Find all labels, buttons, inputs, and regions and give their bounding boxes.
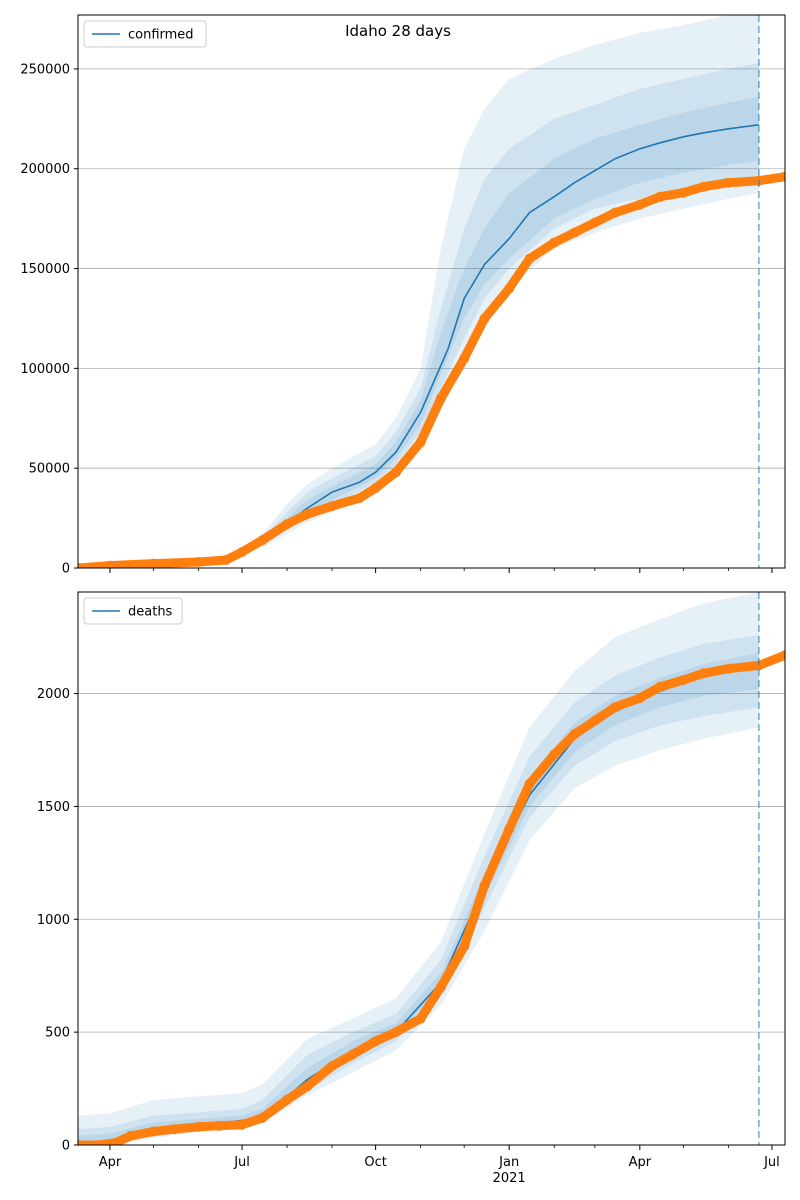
observed-point (479, 313, 490, 324)
observed-point (610, 702, 621, 713)
observed-point (370, 1036, 381, 1047)
y-tick-label: 100000 (20, 362, 70, 377)
observed-point (435, 982, 446, 992)
observed-point (723, 663, 734, 674)
figure-title: Idaho 28 days (345, 22, 451, 40)
x-tick-label: Apr (629, 1155, 652, 1170)
observed-point (148, 558, 159, 568)
observed-point (257, 1112, 268, 1123)
observed-point (634, 693, 645, 704)
observed-point (524, 253, 535, 264)
y-tick-label: 0 (62, 1139, 70, 1154)
observed-point (125, 1131, 136, 1141)
legend: deaths (83, 597, 183, 625)
observed-point (504, 283, 515, 294)
y-tick-label: 1500 (37, 800, 70, 815)
observed-point (282, 519, 293, 530)
observed-point (347, 1049, 358, 1060)
observed-point (655, 681, 666, 692)
observed-point (221, 555, 232, 565)
y-tick-label: 200000 (20, 162, 70, 177)
observed-point (193, 1121, 204, 1132)
x-tick-label: Jul (233, 1155, 250, 1170)
deaths-panel: 0 500 1000 1500 2000 Apr Jul Oct Jan Apr Jul 2021 de… (37, 591, 786, 1186)
observed-point (610, 207, 621, 218)
observed-point (237, 1119, 247, 1130)
observed-point (370, 483, 381, 494)
observed-point (569, 227, 580, 238)
forecast-line (276, 124, 760, 532)
observed-point (257, 535, 268, 546)
observed-point (390, 467, 401, 478)
observed-point (94, 1140, 105, 1145)
plot-area (78, 15, 785, 568)
y-tick-label: 2000 (37, 687, 70, 702)
observed-point (780, 171, 785, 182)
observed-point (549, 237, 560, 248)
y-tick-label: 0 (62, 562, 70, 577)
observed-point (282, 1094, 293, 1105)
x-tick-label: Apr (99, 1155, 122, 1170)
observed-point (569, 729, 580, 740)
observed-point (302, 509, 313, 520)
uncertainty-band (262, 62, 759, 547)
observed-point (327, 501, 338, 512)
observed-point (524, 778, 535, 789)
legend-box (83, 597, 183, 625)
x-tick-label: Jan (498, 1155, 519, 1170)
y-tick-label: 500 (45, 1026, 70, 1041)
observed-point (148, 1126, 159, 1137)
legend-label: confirmed (128, 28, 194, 43)
x-year-label: 2021 (493, 1171, 526, 1186)
observed-point (589, 217, 600, 228)
observed-point (479, 880, 490, 891)
y-tick-label: 250000 (20, 62, 70, 77)
observed-point (415, 437, 426, 448)
observed-point (678, 675, 689, 685)
observed-point (435, 393, 446, 404)
legend-label: deaths (128, 605, 173, 620)
observed-point (549, 749, 560, 760)
observed-point (698, 668, 709, 679)
observed-point (110, 1137, 121, 1145)
observed-point (723, 177, 734, 188)
observed-point (589, 715, 600, 726)
observed-point (354, 493, 365, 504)
uncertainty-band (78, 634, 759, 1145)
x-tick-label: Jul (763, 1155, 780, 1170)
observed-point (655, 191, 666, 202)
y-tick-label: 50000 (29, 462, 70, 477)
observed-point (78, 563, 83, 568)
observed-point (780, 650, 785, 661)
observed-point (302, 1081, 313, 1092)
uncertainty-band (78, 592, 759, 1145)
observed-point (504, 824, 515, 834)
observed-point (753, 660, 764, 671)
axes-frame (77, 14, 786, 569)
observed-point (168, 1124, 179, 1135)
confirmed-panel: 0 50000 100000 150000 200000 250000 confirmed (20, 14, 786, 577)
observed-point (193, 557, 204, 567)
uncertainty-band (262, 96, 759, 545)
legend-box (83, 20, 207, 48)
x-tick-label: Oct (364, 1155, 386, 1170)
observed-point (104, 560, 115, 568)
observed-point (390, 1027, 401, 1038)
axes-frame (77, 591, 786, 1146)
observed-point (459, 941, 470, 952)
y-tick-label: 1000 (37, 913, 70, 928)
observed-point (327, 1061, 338, 1071)
legend: confirmed (83, 20, 207, 48)
observed-point (678, 187, 689, 198)
observed-point (698, 181, 709, 192)
y-tick-label: 150000 (20, 262, 70, 277)
observed-point (237, 547, 247, 557)
observed-point (459, 353, 470, 364)
observed-point (634, 199, 645, 210)
observed-point (415, 1013, 426, 1024)
observed-point (78, 1140, 83, 1145)
plot-area (78, 592, 785, 1145)
observed-point (213, 1120, 224, 1131)
